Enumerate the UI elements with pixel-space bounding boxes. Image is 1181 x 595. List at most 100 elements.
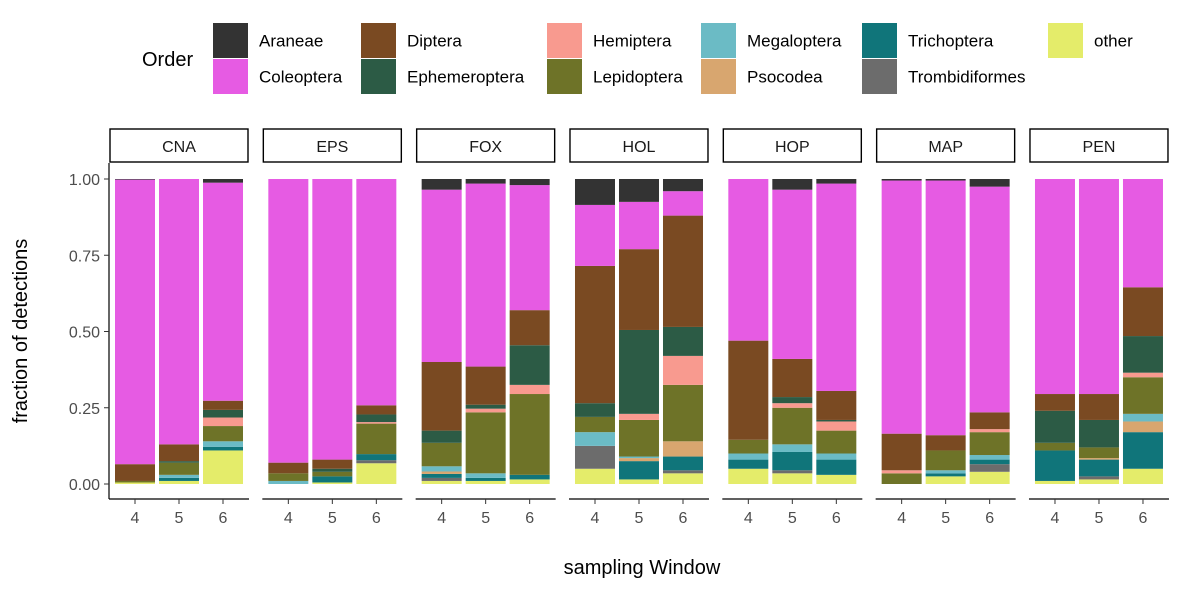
bar-fox-6 bbox=[509, 179, 550, 484]
bar-segment-hemiptera bbox=[465, 408, 506, 413]
x-tick-label: 5 bbox=[788, 510, 797, 527]
bar-segment-megaloptera bbox=[1122, 413, 1163, 422]
bar-segment-trichoptera bbox=[772, 451, 813, 471]
x-tick-label: 6 bbox=[679, 510, 688, 527]
legend-label-trichoptera: Trichoptera bbox=[908, 32, 994, 51]
y-axis: 0.00 0.25 0.50 0.75 1.00 bbox=[69, 163, 110, 499]
bar-segment-megaloptera bbox=[203, 441, 243, 447]
bar-segment-ephemeroptera bbox=[1122, 336, 1163, 373]
bar-segment-araneae bbox=[925, 179, 966, 181]
facet-strip-label: PEN bbox=[1083, 139, 1116, 156]
bar-segment-trombidiformes bbox=[1078, 476, 1119, 480]
bar-eps-4 bbox=[268, 179, 309, 484]
legend-item-psocodea: Psocodea bbox=[701, 59, 823, 94]
facet-panel-hop: HOP 4 5 6 bbox=[722, 128, 863, 527]
bar-segment-ephemeroptera bbox=[618, 329, 659, 414]
x-tick-label: 4 bbox=[131, 510, 140, 527]
bar-segment-other bbox=[312, 482, 353, 484]
bar-segment-diptera bbox=[969, 412, 1010, 430]
bar-eps-5 bbox=[312, 179, 353, 484]
facet-strip-label: HOP bbox=[775, 139, 810, 156]
bar-segment-coleoptera bbox=[925, 180, 966, 436]
y-tick-label: 0.00 bbox=[69, 477, 100, 494]
bar-map-6 bbox=[969, 179, 1010, 484]
bar-fox-4 bbox=[421, 179, 462, 484]
legend-item-other: other bbox=[1048, 23, 1133, 58]
y-tick-label: 0.25 bbox=[69, 401, 100, 418]
bar-segment-ephemeroptera bbox=[1078, 419, 1119, 448]
legend-label-coleoptera: Coleoptera bbox=[259, 68, 343, 87]
bar-segment-other bbox=[203, 450, 243, 484]
x-tick-label: 5 bbox=[175, 510, 184, 527]
legend-key-diptera bbox=[361, 23, 396, 58]
bar-segment-araneae bbox=[115, 179, 155, 180]
bar-segment-lepidoptera bbox=[1122, 377, 1163, 414]
x-tick-label: 4 bbox=[591, 510, 600, 527]
bar-segment-trichoptera bbox=[421, 473, 462, 478]
bar-segment-coleoptera bbox=[816, 183, 857, 391]
bar-segment-other bbox=[618, 479, 659, 484]
bar-segment-psocodea bbox=[1078, 458, 1119, 460]
bar-hol-6 bbox=[662, 179, 703, 484]
bar-map-4 bbox=[881, 179, 922, 484]
bar-segment-trichoptera bbox=[1122, 432, 1163, 469]
bar-segment-lepidoptera bbox=[925, 450, 966, 471]
x-tick-label: 4 bbox=[897, 510, 906, 527]
bar-segment-ephemeroptera bbox=[574, 403, 615, 417]
legend-item-araneae: Araneae bbox=[213, 23, 323, 58]
bar-segment-megaloptera bbox=[772, 444, 813, 452]
legend-item-ephemeroptera: Ephemeroptera bbox=[361, 59, 525, 94]
y-tick-label: 0.50 bbox=[69, 325, 100, 342]
bar-segment-ephemeroptera bbox=[421, 430, 462, 443]
legend-label-hemiptera: Hemiptera bbox=[593, 32, 672, 51]
bar-segment-coleoptera bbox=[1122, 179, 1163, 288]
legend-label-trombidiformes: Trombidiformes bbox=[908, 68, 1025, 87]
bar-segment-lepidoptera bbox=[268, 473, 309, 481]
bar-segment-diptera bbox=[1034, 394, 1075, 411]
bar-segment-trombidiformes bbox=[772, 470, 813, 474]
x-tick-label: 4 bbox=[284, 510, 293, 527]
bar-segment-trombidiformes bbox=[356, 460, 397, 464]
x-axis-title: sampling Window bbox=[564, 557, 721, 579]
bar-segment-psocodea bbox=[618, 458, 659, 462]
bar-segment-coleoptera bbox=[203, 182, 243, 401]
bar-fox-5 bbox=[465, 179, 506, 484]
bar-segment-other bbox=[356, 463, 397, 484]
facet-strip bbox=[722, 128, 863, 163]
facet-strip-label: EPS bbox=[316, 139, 348, 156]
bar-segment-diptera bbox=[509, 310, 550, 346]
x-tick-label: 5 bbox=[481, 510, 490, 527]
bar-segment-coleoptera bbox=[574, 204, 615, 266]
facet-panel-fox: FOX 4 5 6 bbox=[415, 128, 556, 527]
y-axis-title: fraction of detections bbox=[10, 239, 32, 424]
bar-segment-diptera bbox=[925, 435, 966, 451]
legend-item-trombidiformes: Trombidiformes bbox=[862, 59, 1025, 94]
legend-key-other bbox=[1048, 23, 1083, 58]
bar-segment-trichoptera bbox=[1034, 450, 1075, 481]
x-tick-label: 6 bbox=[985, 510, 994, 527]
facet-panel-hol: HOL 4 5 6 bbox=[568, 128, 709, 527]
bar-segment-diptera bbox=[312, 459, 353, 469]
bar-segment-other bbox=[465, 480, 506, 484]
bar-segment-diptera bbox=[881, 433, 922, 471]
x-tick-label: 5 bbox=[635, 510, 644, 527]
legend-item-megaloptera: Megaloptera bbox=[701, 23, 842, 58]
bar-eps-6 bbox=[356, 179, 397, 484]
legend-label-psocodea: Psocodea bbox=[747, 68, 823, 87]
bar-segment-lepidoptera bbox=[618, 419, 659, 457]
legend-label-lepidoptera: Lepidoptera bbox=[593, 68, 683, 87]
bar-segment-trichoptera bbox=[356, 454, 397, 461]
bar-segment-araneae bbox=[618, 179, 659, 202]
bar-segment-hemiptera bbox=[1122, 372, 1163, 378]
facet-strip bbox=[109, 128, 249, 163]
x-tick-label: 5 bbox=[1095, 510, 1104, 527]
bar-segment-megaloptera bbox=[574, 432, 615, 446]
bar-segment-diptera bbox=[356, 405, 397, 415]
bar-segment-diptera bbox=[574, 265, 615, 404]
bar-segment-hemiptera bbox=[509, 384, 550, 395]
bar-segment-megaloptera bbox=[159, 474, 199, 478]
bar-segment-diptera bbox=[1122, 287, 1163, 337]
facet-strip-label: MAP bbox=[928, 139, 963, 156]
bar-map-5 bbox=[925, 179, 966, 484]
legend-key-psocodea bbox=[701, 59, 736, 94]
